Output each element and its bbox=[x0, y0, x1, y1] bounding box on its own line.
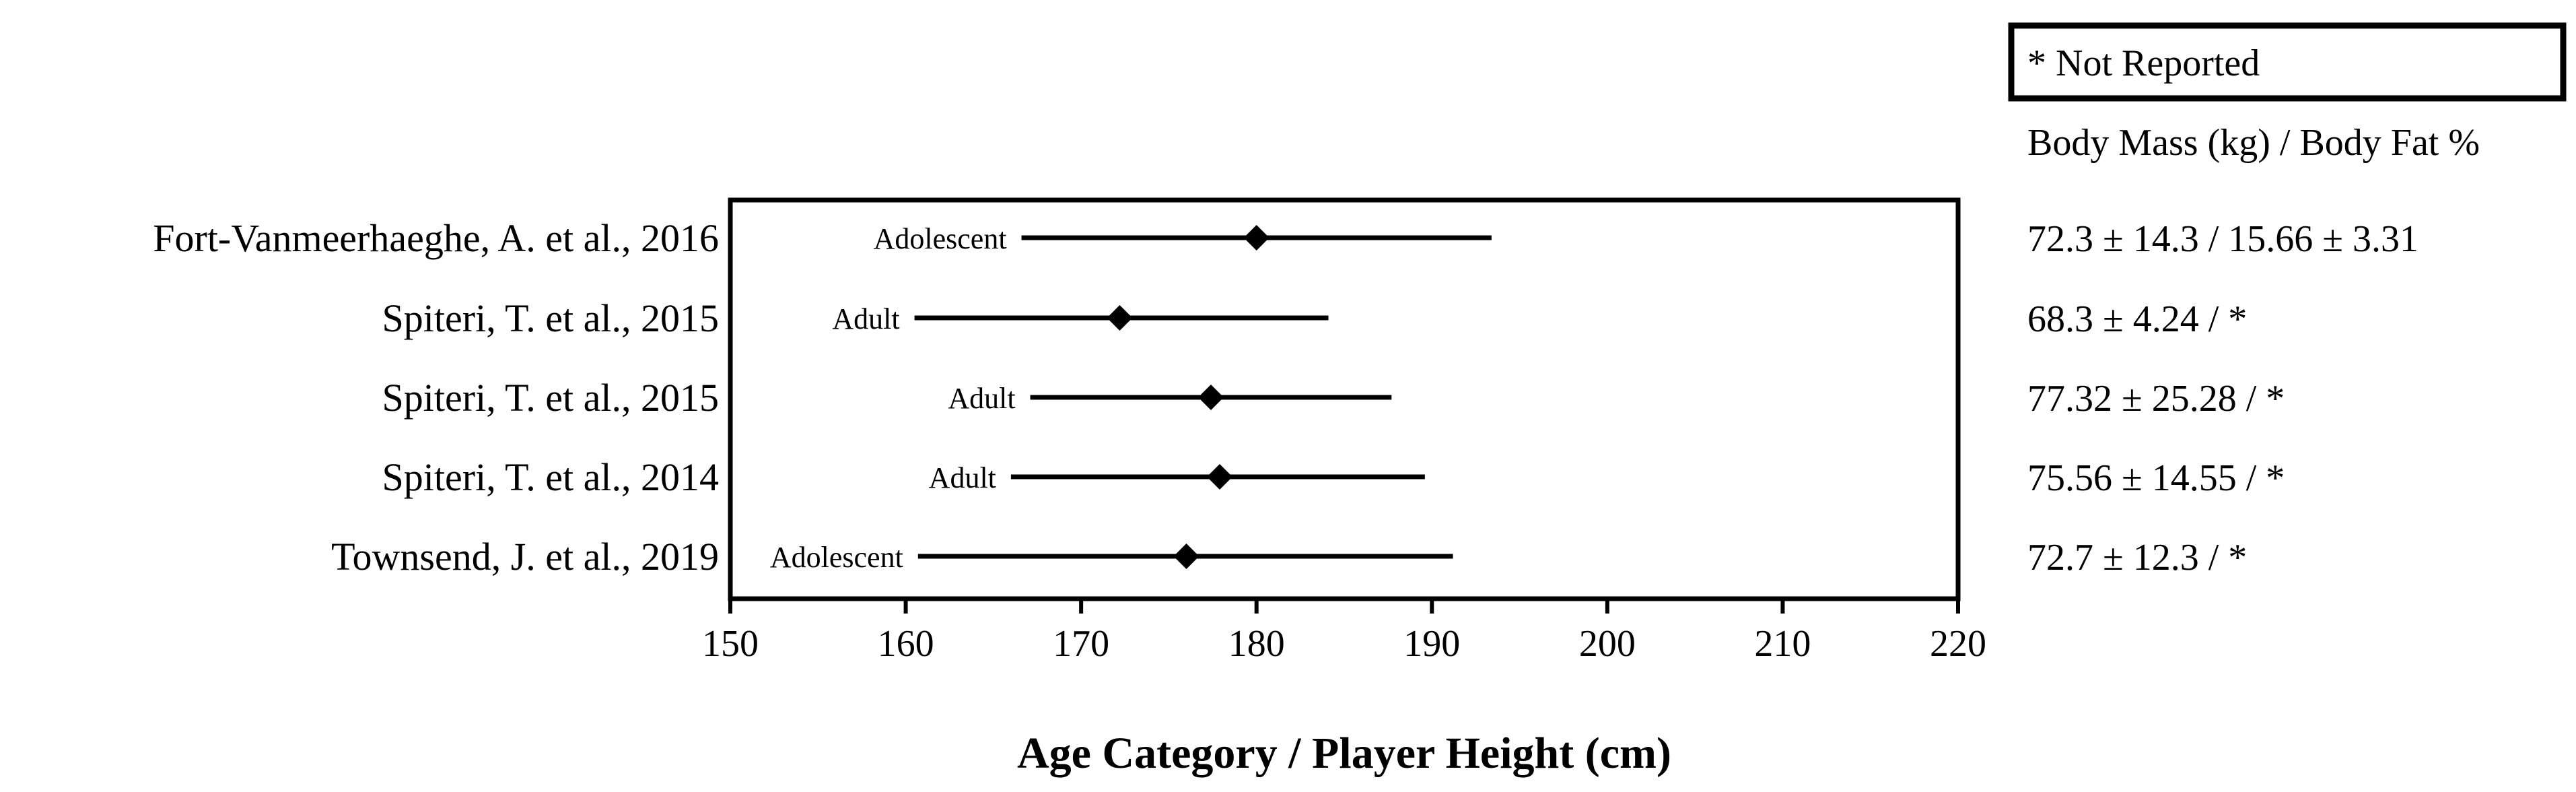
study-label: Townsend, J. et al., 2019 bbox=[331, 535, 719, 579]
x-axis: 150 160 170 180 190 200 210 220 bbox=[702, 599, 1986, 665]
x-tick-label: 160 bbox=[878, 623, 934, 665]
body-mass-fat-value: 72.7 ± 12.3 / * bbox=[2027, 537, 2247, 579]
mean-marker bbox=[1243, 225, 1269, 251]
category-label: Adult bbox=[929, 461, 996, 494]
category-label: Adolescent bbox=[874, 222, 1007, 255]
study-label: Spiteri, T. et al., 2015 bbox=[382, 376, 719, 420]
mean-marker bbox=[1107, 305, 1133, 331]
note-box bbox=[2008, 22, 2567, 102]
study-label: Spiteri, T. et al., 2015 bbox=[382, 296, 719, 340]
category-label: Adolescent bbox=[770, 541, 903, 574]
body-mass-fat-value: 77.32 ± 25.28 / * bbox=[2027, 378, 2285, 420]
mean-marker bbox=[1197, 385, 1224, 410]
right-column-header: Body Mass (kg) / Body Fat % bbox=[2027, 122, 2480, 164]
x-tick-label: 200 bbox=[1579, 623, 1636, 665]
category-label: Adult bbox=[948, 382, 1015, 415]
x-tick-label: 190 bbox=[1403, 623, 1460, 665]
body-mass-fat-value: 75.56 ± 14.55 / * bbox=[2027, 457, 2285, 499]
body-mass-fat-value: 72.3 ± 14.3 / 15.66 ± 3.31 bbox=[2027, 218, 2418, 260]
x-axis-label: Age Category / Player Height (cm) bbox=[1017, 729, 1671, 778]
x-tick-label: 210 bbox=[1754, 623, 1811, 665]
x-tick-label: 180 bbox=[1228, 623, 1285, 665]
body-mass-fat-value: 68.3 ± 4.24 / * bbox=[2027, 298, 2247, 340]
mean-marker bbox=[1206, 464, 1232, 490]
study-label: Fort-Vanmeerhaeghe, A. et al., 2016 bbox=[153, 216, 719, 260]
x-tick-label: 170 bbox=[1053, 623, 1109, 665]
x-tick-label: 220 bbox=[1930, 623, 1986, 665]
category-label: Adult bbox=[832, 302, 899, 335]
not-reported-note: * Not Reported bbox=[2027, 42, 2260, 84]
mean-marker bbox=[1173, 543, 1199, 569]
study-label: Spiteri, T. et al., 2014 bbox=[382, 455, 719, 499]
rows: Fort-Vanmeerhaeghe, A. et al., 2016 Adole… bbox=[153, 216, 2418, 579]
x-tick-label: 150 bbox=[702, 623, 759, 665]
plot-frame bbox=[728, 197, 1961, 601]
